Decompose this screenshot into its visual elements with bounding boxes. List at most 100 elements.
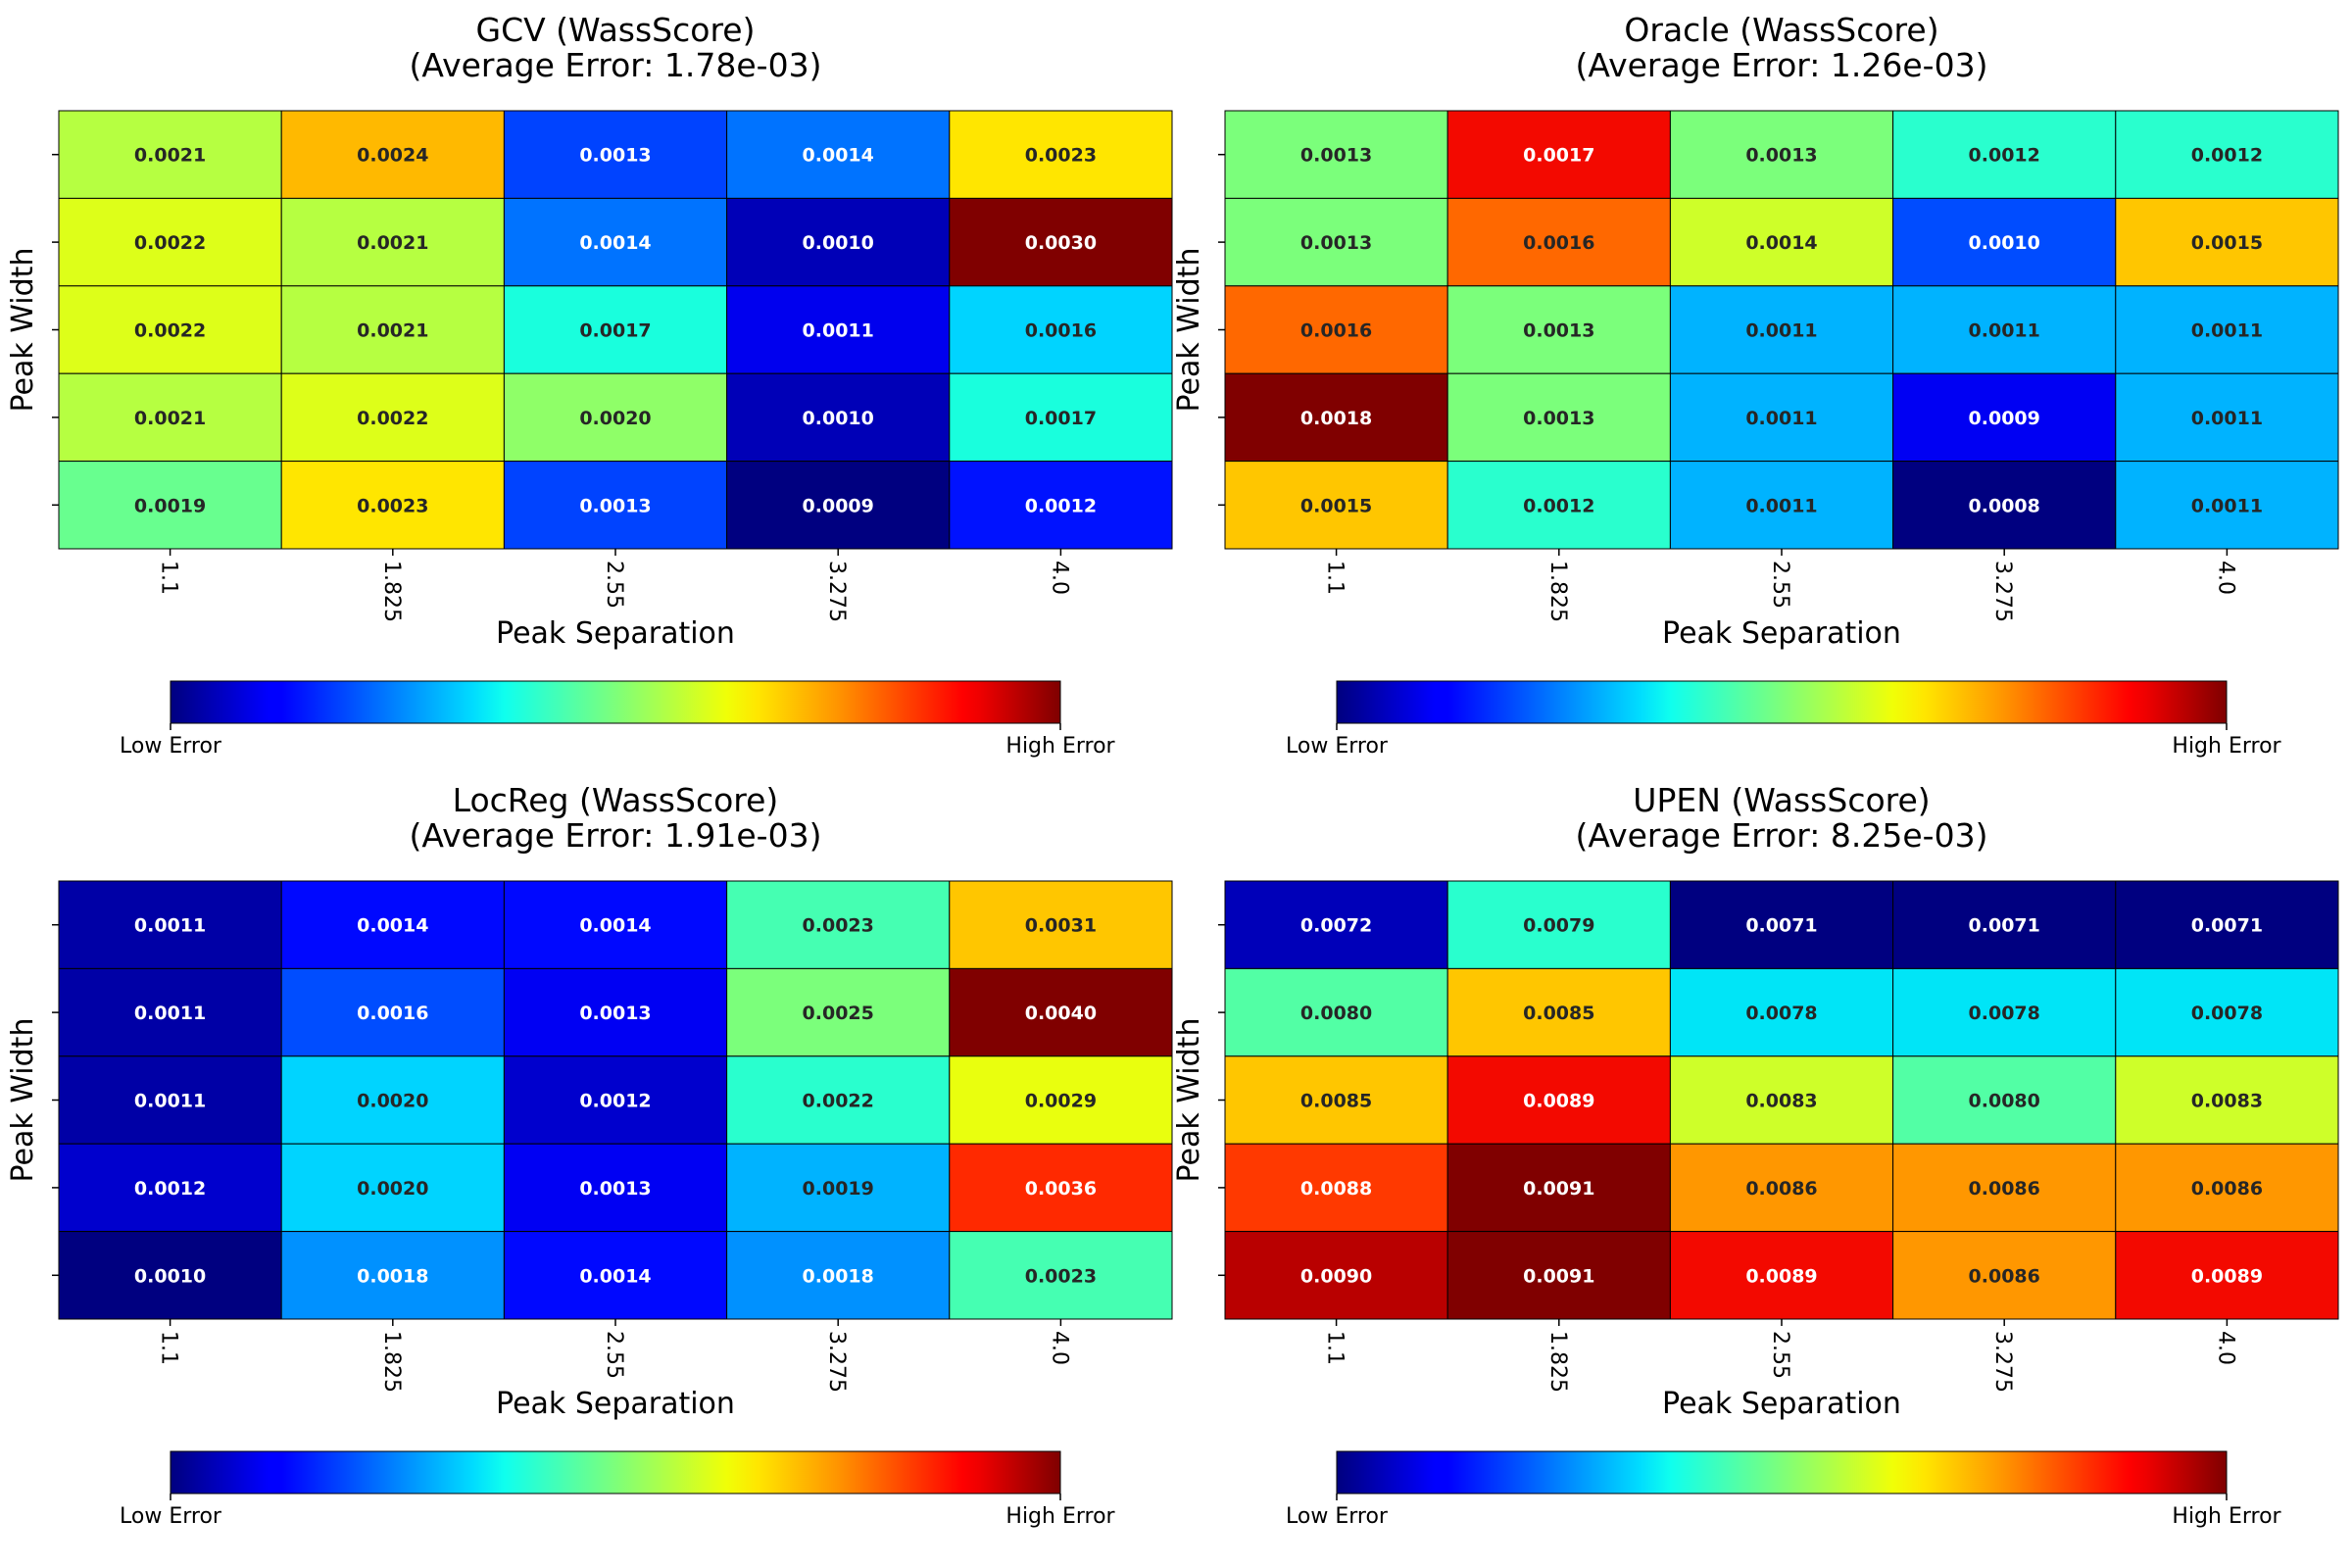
cell-value-label: 0.0021 <box>134 408 206 429</box>
cell-value-label: 0.0016 <box>1300 320 1372 342</box>
x-tick-label: 2.55 <box>1768 1331 1792 1379</box>
cell-value-label: 0.0010 <box>134 1265 206 1287</box>
cell-value-label: 0.0019 <box>803 1178 874 1200</box>
colorbar-low-label: Low Error <box>1286 1504 1389 1529</box>
heatmap-cell <box>280 880 505 969</box>
x-axis-label: Peak Separation <box>1662 1387 1901 1421</box>
cell-value-label: 0.0009 <box>1969 408 2040 429</box>
heatmap-cell <box>2115 1055 2339 1145</box>
cell-value-label: 0.0013 <box>1745 145 1817 167</box>
cell-value-label: 0.0011 <box>134 1091 206 1112</box>
cell-value-label: 0.0011 <box>2191 320 2263 342</box>
cell-value-label: 0.0017 <box>1025 408 1097 429</box>
heatmap-cell <box>1892 1231 2117 1320</box>
cell-value-label: 0.0036 <box>1025 1178 1097 1200</box>
cell-value-label: 0.0079 <box>1523 915 1594 937</box>
x-tick-label: 1.825 <box>379 561 404 622</box>
heatmap-cell <box>1892 110 2117 199</box>
x-tick-label: 4.0 <box>1047 1331 1071 1365</box>
heatmap-cell <box>1446 967 1671 1057</box>
heatmap-cell <box>2115 372 2339 463</box>
cell-value-label: 0.0078 <box>2191 1003 2263 1024</box>
cell-value-label: 0.0089 <box>2191 1265 2263 1287</box>
heatmap-cell <box>949 967 1173 1057</box>
cell-value-label: 0.0013 <box>1523 320 1594 342</box>
cell-value-label: 0.0013 <box>1300 232 1372 254</box>
cell-value-label: 0.0014 <box>579 1265 651 1287</box>
heatmap-cell <box>58 1143 282 1233</box>
heatmap-cell <box>1669 1055 1894 1145</box>
cell-value-label: 0.0011 <box>2191 495 2263 516</box>
cell-value-label: 0.0015 <box>2191 232 2263 254</box>
heatmap-cell <box>2115 1231 2339 1320</box>
heatmap-cell <box>1224 197 1448 287</box>
cell-value-label: 0.0020 <box>357 1178 428 1200</box>
x-tick-label: 4.0 <box>2213 561 2237 595</box>
x-tick-label: 2.55 <box>602 1331 626 1379</box>
heatmap-cell <box>726 1231 951 1320</box>
heatmap-cell <box>280 372 505 463</box>
cell-value-label: 0.0091 <box>1523 1265 1594 1287</box>
colorbar-high-label: High Error <box>2172 734 2281 759</box>
heatmap-cell <box>726 1055 951 1145</box>
heatmap-cell <box>1892 372 2117 463</box>
x-tick-label: 1.1 <box>157 561 181 595</box>
cell-value-label: 0.0011 <box>1745 320 1817 342</box>
cell-value-label: 0.0016 <box>1523 232 1594 254</box>
colorbar <box>170 1450 1061 1494</box>
cell-value-label: 0.0090 <box>1300 1265 1372 1287</box>
cell-value-label: 0.0011 <box>1969 320 2040 342</box>
heatmap-cell <box>1669 1143 1894 1233</box>
cell-value-label: 0.0031 <box>1025 915 1097 937</box>
cell-value-label: 0.0086 <box>1745 1178 1817 1200</box>
cell-value-label: 0.0021 <box>357 320 428 342</box>
x-tick-label: 3.275 <box>1990 561 2015 622</box>
cell-value-label: 0.0012 <box>1523 495 1594 516</box>
heatmap-cell <box>1892 880 2117 969</box>
cell-value-label: 0.0078 <box>1969 1003 2040 1024</box>
cell-value-label: 0.0013 <box>579 145 651 167</box>
heatmap-cell <box>1224 880 1448 969</box>
cell-value-label: 0.0018 <box>1300 408 1372 429</box>
cell-value-label: 0.0085 <box>1300 1091 1372 1112</box>
colorbar <box>170 680 1061 724</box>
heatmap-cell <box>1446 110 1671 199</box>
heatmap-cell <box>2115 197 2339 287</box>
x-tick-label: 2.55 <box>1768 561 1792 609</box>
heatmap-cell <box>949 197 1173 287</box>
cell-value-label: 0.0014 <box>1745 232 1817 254</box>
cell-value-label: 0.0010 <box>803 408 874 429</box>
cell-value-label: 0.0015 <box>1300 495 1372 516</box>
x-axis-label: Peak Separation <box>1662 616 1901 651</box>
cell-value-label: 0.0071 <box>1969 915 2040 937</box>
cell-value-label: 0.0014 <box>579 915 651 937</box>
cell-value-label: 0.0013 <box>579 1178 651 1200</box>
chart-title: Oracle (WassScore) <box>1624 11 1938 49</box>
heatmap-cell <box>2115 967 2339 1057</box>
chart-title: UPEN (WassScore) <box>1633 781 1930 819</box>
heatmap-cell <box>949 285 1173 374</box>
cell-value-label: 0.0086 <box>1969 1178 2040 1200</box>
x-tick-label: 1.1 <box>1323 1331 1348 1365</box>
cell-value-label: 0.0018 <box>803 1265 874 1287</box>
x-tick-label: 1.1 <box>1323 561 1348 595</box>
heatmap-cell <box>2115 1143 2339 1233</box>
colorbar <box>1336 1450 2228 1494</box>
cell-value-label: 0.0011 <box>1745 408 1817 429</box>
cell-value-label: 0.0014 <box>357 915 428 937</box>
x-tick-label: 1.1 <box>157 1331 181 1365</box>
heatmap-cell <box>1446 285 1671 374</box>
heatmap-cell <box>2115 880 2339 969</box>
cell-value-label: 0.0008 <box>1969 495 2040 516</box>
heatmap-cell <box>58 461 282 550</box>
heatmap-cell <box>2115 285 2339 374</box>
heatmap-cell <box>1224 461 1448 550</box>
cell-value-label: 0.0012 <box>1969 145 2040 167</box>
x-tick-label: 1.825 <box>1545 1331 1570 1393</box>
cell-value-label: 0.0018 <box>357 1265 428 1287</box>
heatmap-cell <box>726 285 951 374</box>
cell-value-label: 0.0020 <box>357 1091 428 1112</box>
cell-value-label: 0.0012 <box>579 1091 651 1112</box>
heatmap-cell <box>280 1231 505 1320</box>
